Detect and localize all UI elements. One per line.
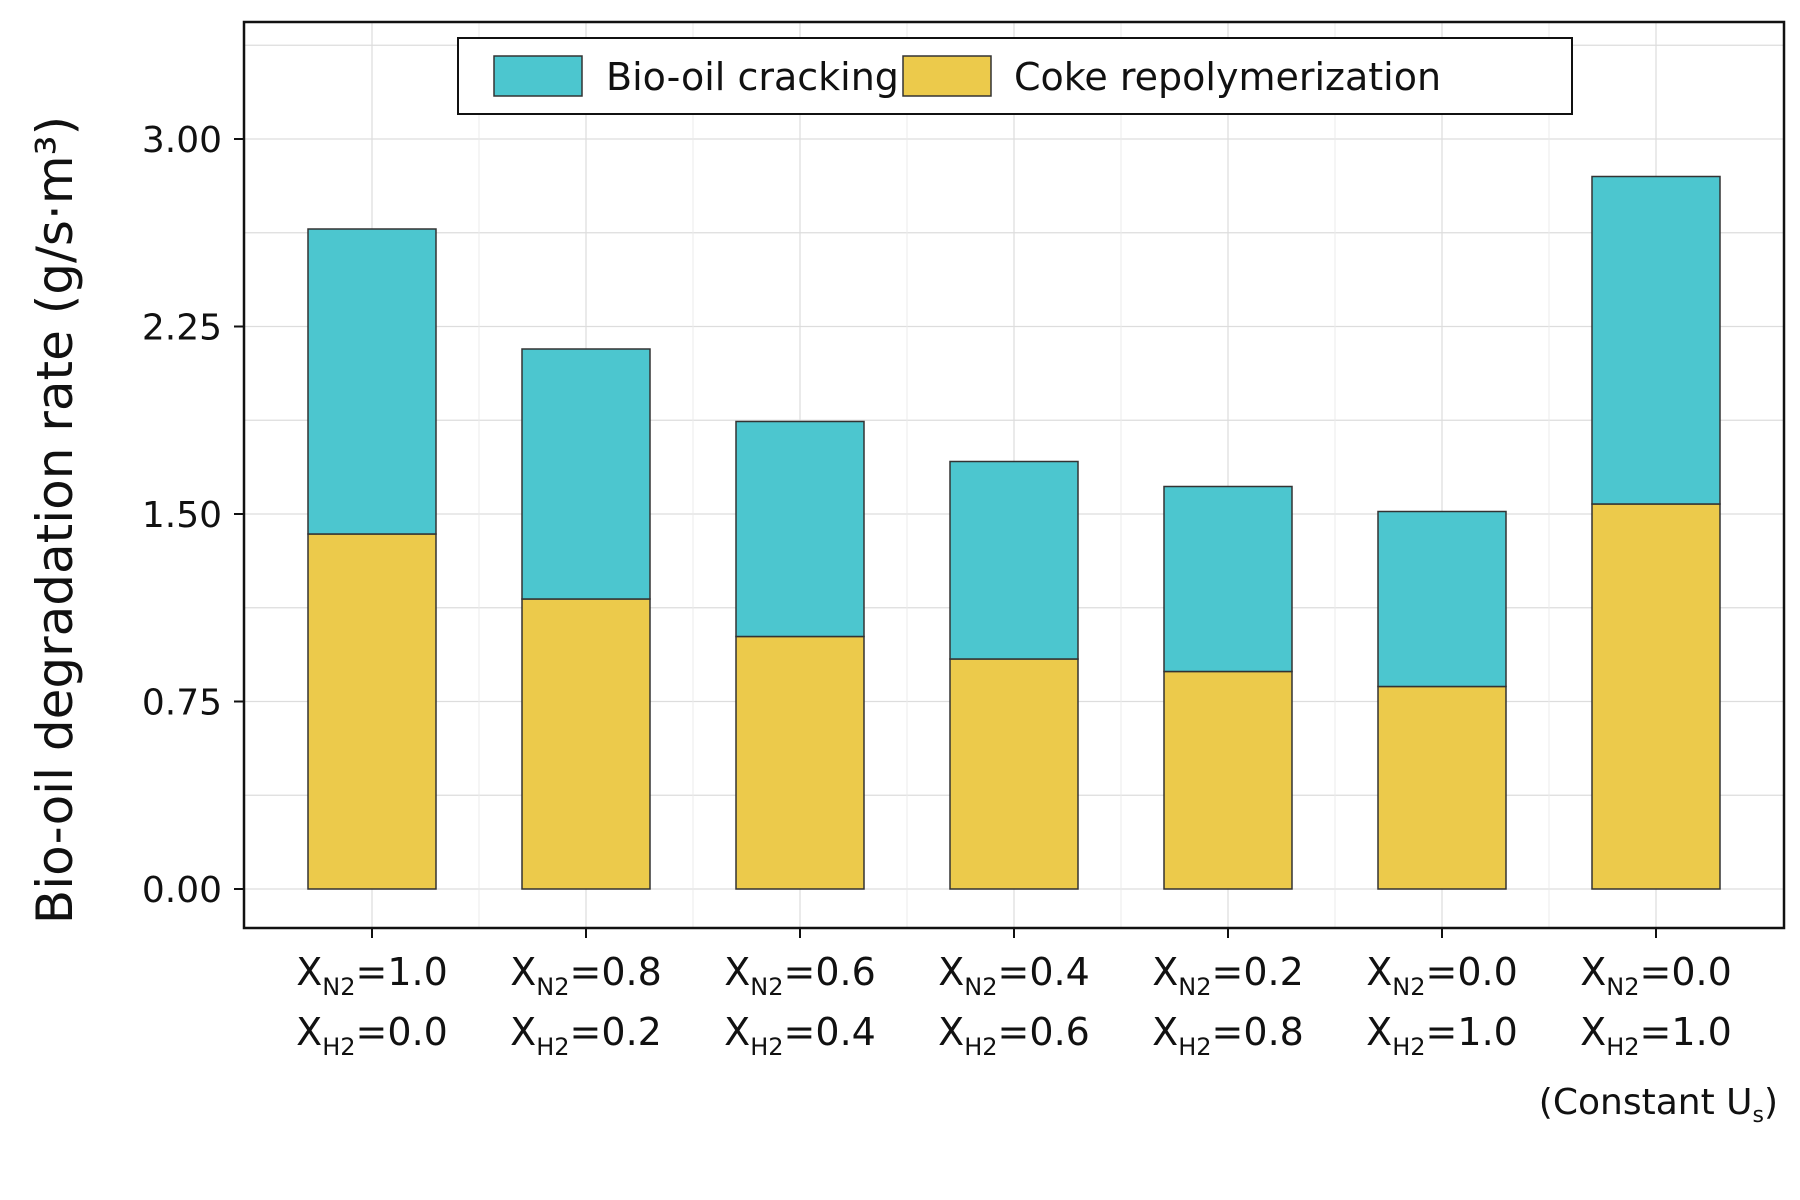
x-tick-label: XN2=0.2 [1152, 950, 1304, 1001]
axes: 0.00 0.75 1.50 2.25 3.00 XN2=1.0 XH2=0.0 XN2=0.… [142, 20, 1786, 1128]
bars [307, 175, 1721, 890]
bar-coke-repolymerization-6 [1377, 685, 1507, 890]
bar-coke-repolymerization-2 [521, 598, 651, 890]
x-tick-label: XN2=0.6 [724, 950, 876, 1001]
y-tick-label: 0.00 [142, 870, 222, 911]
x-tick-label: XH2=1.0 [1366, 1010, 1518, 1061]
legend-label: Coke repolymerization [1014, 55, 1441, 99]
y-tick-label: 0.75 [142, 683, 222, 724]
bar-bio-oil-cracking-7 [1591, 175, 1721, 505]
x-tick-label: XN2=0.8 [510, 950, 662, 1001]
bar-coke-repolymerization-3 [735, 635, 865, 890]
y-tick-label: 3.00 [142, 120, 222, 161]
bar-coke-repolymerization-7 [1591, 503, 1721, 890]
constant-us-note: (Constant Us) [1539, 1082, 1778, 1128]
bar-bio-oil-cracking-1 [307, 228, 437, 535]
bar-bio-oil-cracking-5 [1163, 485, 1293, 673]
y-tick-label: 2.25 [142, 308, 222, 349]
x-tick-label: XH2=0.8 [1152, 1010, 1304, 1061]
x-tick-label: XN2=0.0 [1580, 950, 1732, 1001]
x-tick-label: XH2=0.4 [724, 1010, 876, 1061]
x-tick-label: XH2=0.2 [510, 1010, 662, 1061]
legend-label: Bio-oil cracking [606, 55, 899, 99]
x-tick-label: XH2=0.6 [938, 1010, 1090, 1061]
x-tick-label: XN2=0.4 [938, 950, 1090, 1001]
legend: Bio-oil cracking Coke repolymerization [457, 37, 1573, 115]
x-tick-label: XN2=0.0 [1366, 950, 1518, 1001]
y-tick-label: 1.50 [142, 495, 222, 536]
bar-bio-oil-cracking-4 [949, 460, 1079, 660]
x-tick-label: XH2=1.0 [1580, 1010, 1732, 1061]
bar-coke-repolymerization-1 [307, 533, 437, 890]
x-tick-label: XN2=1.0 [296, 950, 448, 1001]
legend-box [457, 37, 1573, 115]
bar-coke-repolymerization-5 [1163, 670, 1293, 890]
x-tick-label: XH2=0.0 [296, 1010, 448, 1061]
bar-bio-oil-cracking-3 [735, 420, 865, 638]
bar-coke-repolymerization-4 [949, 658, 1079, 890]
legend-swatch [902, 55, 992, 97]
bar-bio-oil-cracking-6 [1377, 510, 1507, 688]
y-axis-title: Bio-oil degradation rate (g/s·m³) [26, 116, 84, 924]
legend-swatch [493, 55, 583, 97]
bar-bio-oil-cracking-2 [521, 348, 651, 600]
